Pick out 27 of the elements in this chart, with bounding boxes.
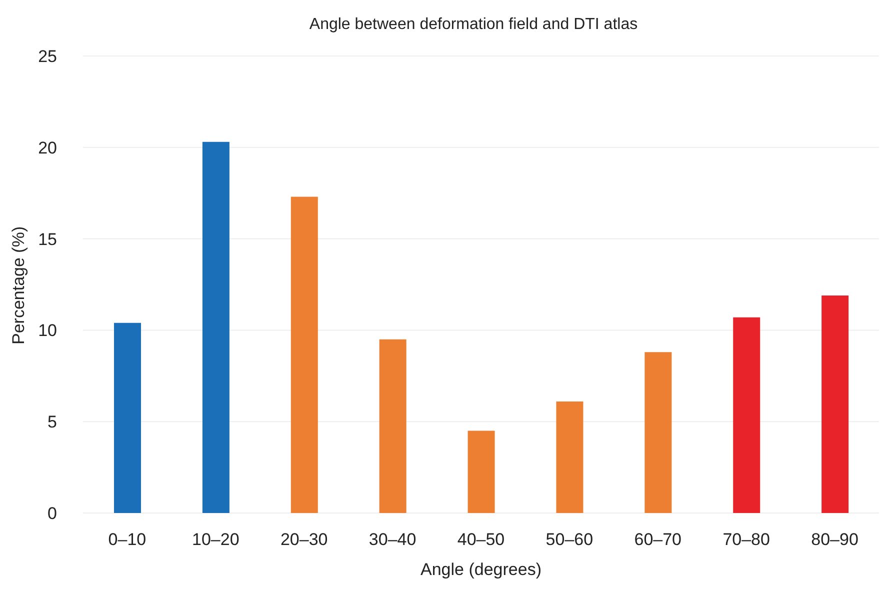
x-tick-label: 50–60 [546,530,594,550]
chart-title: Angle between deformation field and DTI atlas [308,15,639,35]
x-tick-label: 10–20 [192,530,240,550]
y-tick-label: 15 [38,230,57,249]
x-axis-title: Angle (degrees) [420,560,542,579]
y-tick-label: 10 [38,321,57,340]
y-tick-label: 20 [38,138,57,158]
bar [733,317,760,513]
bar [468,430,495,513]
x-tick-label: 80–90 [811,530,858,550]
x-tick-label: 60–70 [634,530,682,550]
bar [202,142,230,513]
y-tick-label: 5 [48,412,57,432]
y-axis-title: Percentage (%) [9,226,28,344]
x-tick-label: 70–80 [722,530,770,550]
bar [822,295,849,513]
x-tick-label: 20–30 [280,530,328,550]
x-tick-label: 40–50 [457,530,505,550]
bar [644,352,672,513]
bar [379,339,406,513]
x-tick-label: 30–40 [368,530,416,550]
bar [290,196,318,513]
bar [114,322,141,513]
y-tick-label: 0 [48,504,57,524]
x-tick-label: 0–10 [108,530,146,550]
y-tick-label: 25 [38,47,57,66]
bar [556,401,584,513]
